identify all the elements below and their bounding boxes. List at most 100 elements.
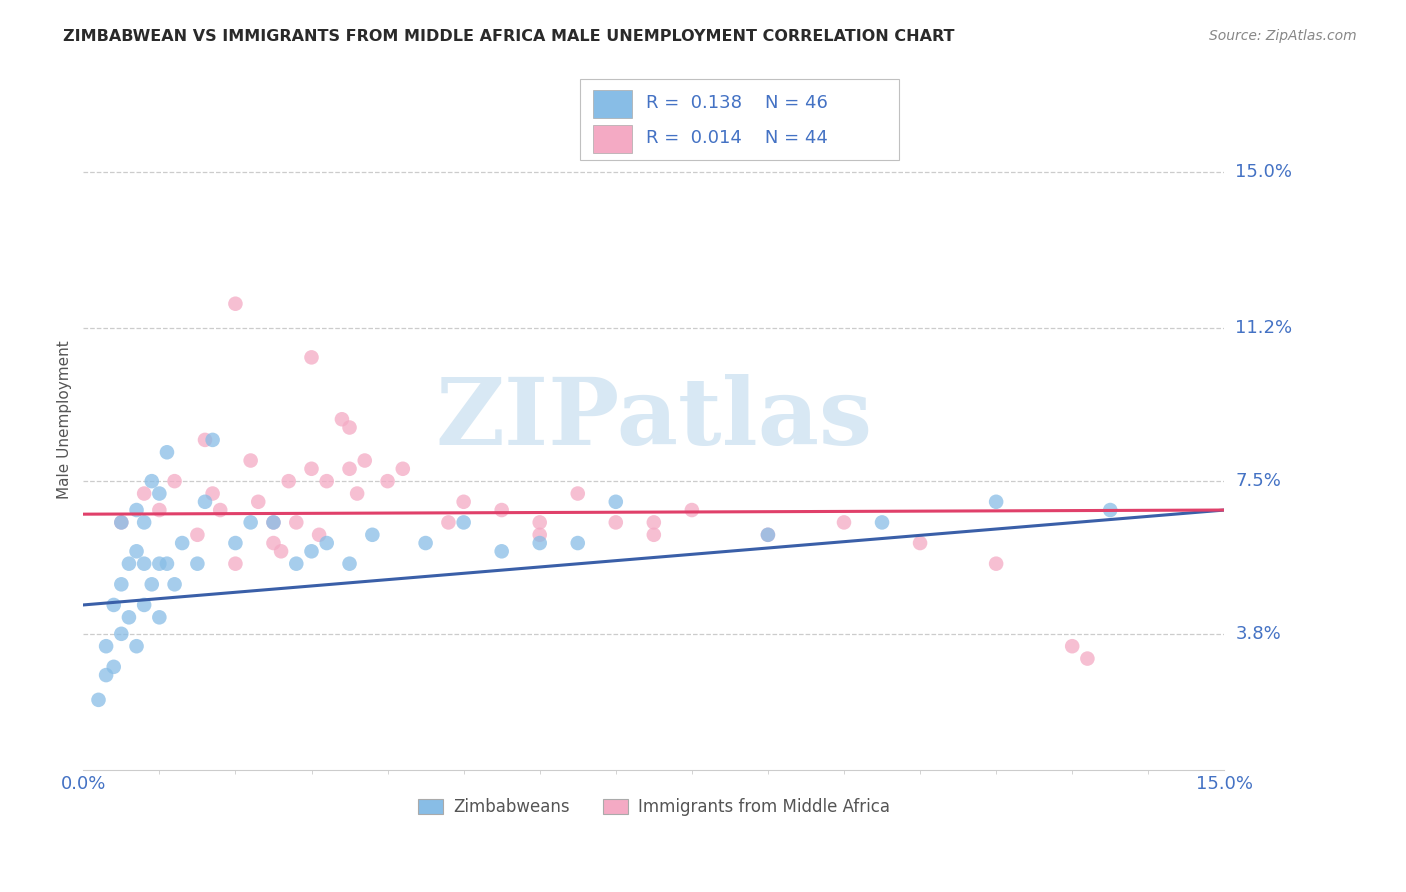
Y-axis label: Male Unemployment: Male Unemployment [58, 340, 72, 499]
Bar [593, 90, 633, 119]
Point [224, 536, 246, 550]
Point [346, 486, 368, 500]
Text: Source: ZipAtlas.com: Source: ZipAtlas.com [1209, 29, 1357, 43]
Point [1076, 651, 1098, 665]
Point [681, 503, 703, 517]
Point [125, 639, 148, 653]
Point [605, 495, 627, 509]
Point [308, 528, 330, 542]
Point [984, 495, 1007, 509]
Point [134, 557, 156, 571]
Point [148, 486, 170, 500]
Point [453, 516, 475, 530]
Point [529, 516, 551, 530]
Text: 3.8%: 3.8% [1236, 624, 1281, 643]
Point [391, 462, 413, 476]
Point [361, 528, 384, 542]
Point [643, 528, 665, 542]
Point [110, 516, 132, 530]
Point [148, 557, 170, 571]
Point [529, 528, 551, 542]
Point [529, 536, 551, 550]
Point [491, 503, 513, 517]
Text: ZIPatlas: ZIPatlas [436, 375, 872, 464]
Point [247, 495, 270, 509]
Text: ZIMBABWEAN VS IMMIGRANTS FROM MIDDLE AFRICA MALE UNEMPLOYMENT CORRELATION CHART: ZIMBABWEAN VS IMMIGRANTS FROM MIDDLE AFR… [63, 29, 955, 44]
Point [110, 627, 132, 641]
Point [103, 598, 125, 612]
Point [984, 557, 1007, 571]
Point [134, 516, 156, 530]
Point [832, 516, 855, 530]
Point [262, 516, 284, 530]
Point [110, 577, 132, 591]
Text: 7.5%: 7.5% [1236, 472, 1281, 490]
Point [148, 610, 170, 624]
Point [301, 462, 323, 476]
Point [125, 544, 148, 558]
Point [1062, 639, 1084, 653]
Point [156, 557, 179, 571]
Point [315, 474, 337, 488]
Point [285, 557, 308, 571]
Point [94, 639, 117, 653]
Point [163, 577, 186, 591]
Point [756, 528, 779, 542]
Text: R =  0.138    N = 46: R = 0.138 N = 46 [645, 94, 828, 112]
Text: 11.2%: 11.2% [1236, 319, 1292, 337]
Point [870, 516, 893, 530]
Point [148, 503, 170, 517]
Point [194, 495, 217, 509]
Point [643, 516, 665, 530]
Point [415, 536, 437, 550]
Point [567, 486, 589, 500]
Bar [593, 126, 633, 153]
Point [339, 557, 361, 571]
Point [270, 544, 292, 558]
Point [567, 536, 589, 550]
Point [201, 433, 224, 447]
Legend: Zimbabweans, Immigrants from Middle Africa: Zimbabweans, Immigrants from Middle Afri… [409, 790, 898, 825]
Point [262, 516, 284, 530]
Point [224, 296, 246, 310]
Point [262, 536, 284, 550]
Point [353, 453, 375, 467]
Point [239, 516, 262, 530]
Point [339, 462, 361, 476]
Point [339, 420, 361, 434]
Point [315, 536, 337, 550]
Point [605, 516, 627, 530]
Point [756, 528, 779, 542]
Point [118, 610, 141, 624]
Point [110, 516, 132, 530]
Point [201, 486, 224, 500]
Point [141, 474, 163, 488]
Point [103, 660, 125, 674]
Point [209, 503, 232, 517]
Point [172, 536, 194, 550]
Point [94, 668, 117, 682]
Point [453, 495, 475, 509]
Point [377, 474, 399, 488]
Point [134, 598, 156, 612]
Point [239, 453, 262, 467]
Point [156, 445, 179, 459]
Text: R =  0.014    N = 44: R = 0.014 N = 44 [645, 129, 828, 147]
Point [186, 528, 208, 542]
Point [330, 412, 353, 426]
Bar [579, 79, 900, 160]
Point [277, 474, 299, 488]
Point [908, 536, 931, 550]
Point [141, 577, 163, 591]
Text: 15.0%: 15.0% [1236, 162, 1292, 181]
Point [437, 516, 460, 530]
Point [1099, 503, 1122, 517]
Point [134, 486, 156, 500]
Point [125, 503, 148, 517]
Point [301, 544, 323, 558]
Point [224, 557, 246, 571]
Point [186, 557, 208, 571]
Point [301, 351, 323, 365]
Point [285, 516, 308, 530]
Point [491, 544, 513, 558]
